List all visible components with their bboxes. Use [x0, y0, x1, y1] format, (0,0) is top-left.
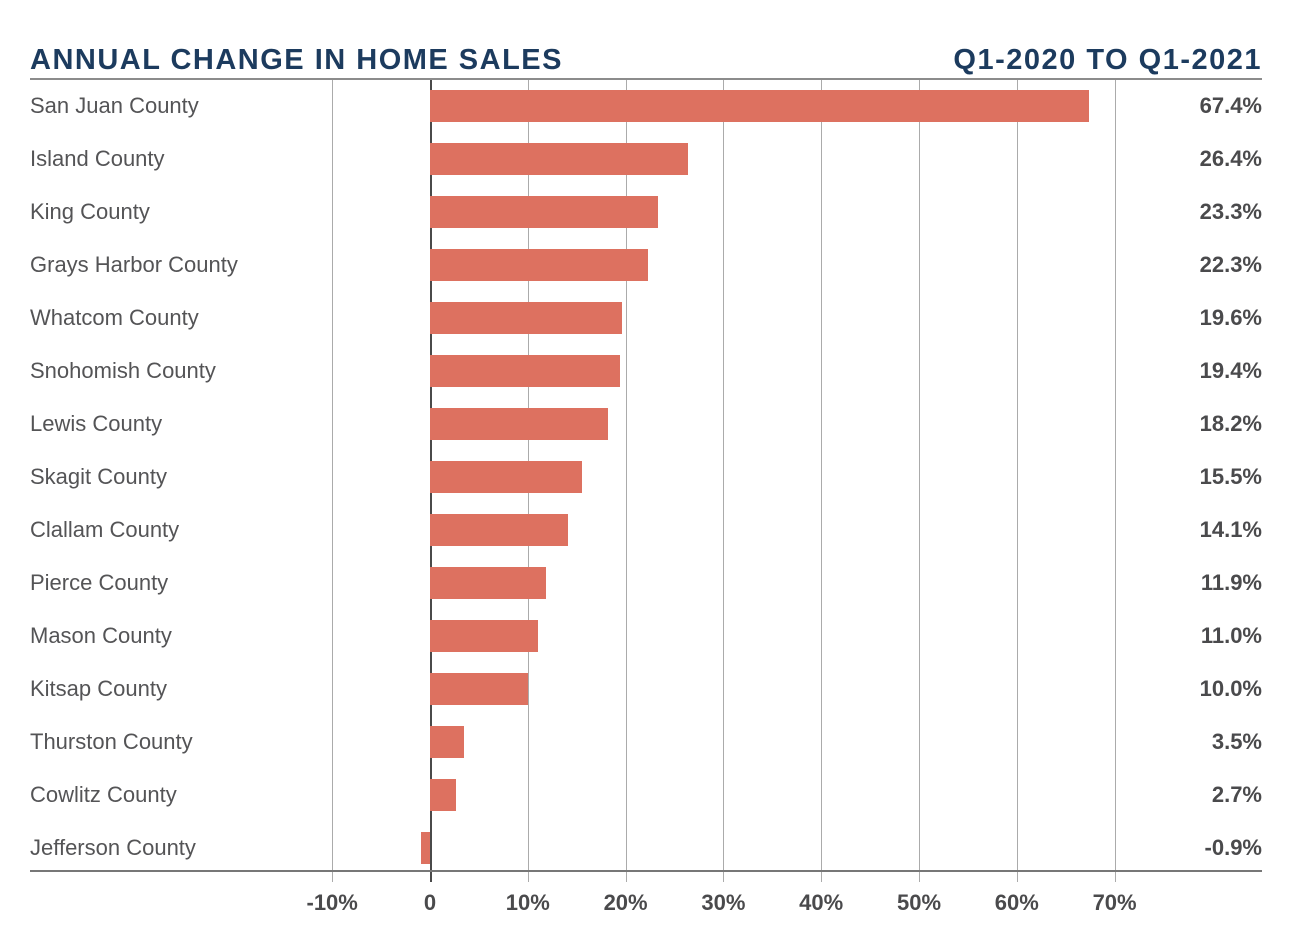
- value-label: 22.3%: [1199, 252, 1262, 278]
- bar: [430, 778, 457, 811]
- gridline: [919, 80, 920, 870]
- x-axis-tick: [625, 872, 627, 882]
- x-axis-tick: [527, 872, 529, 882]
- bar: [430, 143, 689, 176]
- bar: [430, 408, 608, 441]
- bar: [430, 355, 620, 388]
- value-label: 18.2%: [1199, 411, 1262, 437]
- county-label: Clallam County: [30, 516, 180, 542]
- county-label: Whatcom County: [30, 305, 199, 331]
- x-axis-tick: [1016, 872, 1018, 882]
- gridline: [625, 80, 627, 870]
- bar: [430, 725, 465, 758]
- value-label: 11.9%: [1200, 569, 1262, 595]
- x-axis-tick: [332, 872, 334, 882]
- gridline: [1114, 80, 1116, 870]
- value-label: 67.4%: [1199, 93, 1262, 119]
- value-label: 3.5%: [1211, 728, 1262, 754]
- chart-title: ANNUAL CHANGE IN HOME SALES: [30, 44, 563, 76]
- county-label: Lewis County: [30, 411, 163, 437]
- x-axis-tick-label: 20%: [603, 890, 648, 915]
- value-label: 19.4%: [1199, 358, 1262, 384]
- bar: [430, 619, 538, 652]
- x-axis-tick-label: 0: [423, 890, 437, 915]
- county-label: Mason County: [30, 622, 172, 648]
- bar: [430, 90, 1090, 123]
- x-axis-tick: [430, 872, 432, 882]
- x-axis-tick: [723, 872, 725, 882]
- county-label: Skagit County: [30, 463, 167, 489]
- chart-subtitle: Q1-2020 TO Q1-2021: [953, 44, 1262, 76]
- bar: [430, 566, 547, 599]
- bar: [430, 196, 658, 229]
- bar: [430, 461, 582, 493]
- x-axis-tick-label: 10%: [505, 890, 550, 915]
- x-axis-tick-label: 60%: [994, 890, 1039, 915]
- value-label: 15.5%: [1199, 463, 1262, 489]
- gridline: [1016, 80, 1018, 870]
- x-axis-tick: [821, 872, 823, 882]
- county-label: Grays Harbor County: [30, 252, 238, 278]
- bar: [430, 302, 622, 335]
- x-axis-tick-label: 70%: [1092, 890, 1137, 915]
- bar: [430, 513, 568, 546]
- x-axis-tick-label: 50%: [896, 890, 942, 915]
- county-label: King County: [30, 199, 150, 225]
- bar: [430, 249, 649, 282]
- county-label: Cowlitz County: [30, 781, 177, 807]
- county-label: Kitsap County: [30, 675, 167, 701]
- x-axis-tick-label: 40%: [799, 890, 844, 915]
- x-axis-tick-label: -10%: [306, 890, 358, 915]
- county-label: Pierce County: [30, 569, 169, 595]
- bar: [421, 831, 430, 864]
- value-label: 26.4%: [1199, 146, 1262, 172]
- value-label: 11.0%: [1200, 622, 1262, 648]
- gridline: [821, 80, 823, 870]
- value-label: -0.9%: [1204, 834, 1262, 860]
- value-label: 2.7%: [1211, 781, 1262, 807]
- county-label: Thurston County: [30, 728, 193, 754]
- county-label: Snohomish County: [30, 358, 216, 384]
- value-label: 14.1%: [1199, 516, 1262, 542]
- x-axis-tick: [919, 872, 920, 882]
- x-axis-tick: [1114, 872, 1116, 882]
- gridline: [723, 80, 725, 870]
- value-label: 19.6%: [1199, 305, 1262, 331]
- bar-chart: -10% 0 10% 20% 30% 40% 50% 60% 70% San Juan Count…: [30, 78, 1262, 915]
- county-label: San Juan County: [30, 93, 199, 119]
- value-label: 10.0%: [1199, 675, 1262, 701]
- value-label: 23.3%: [1199, 199, 1262, 225]
- county-label: Jefferson County: [30, 834, 196, 860]
- gridline: [332, 80, 334, 870]
- county-label: Island County: [30, 146, 165, 172]
- x-axis-tick-label: 30%: [701, 890, 746, 915]
- bar: [430, 672, 528, 705]
